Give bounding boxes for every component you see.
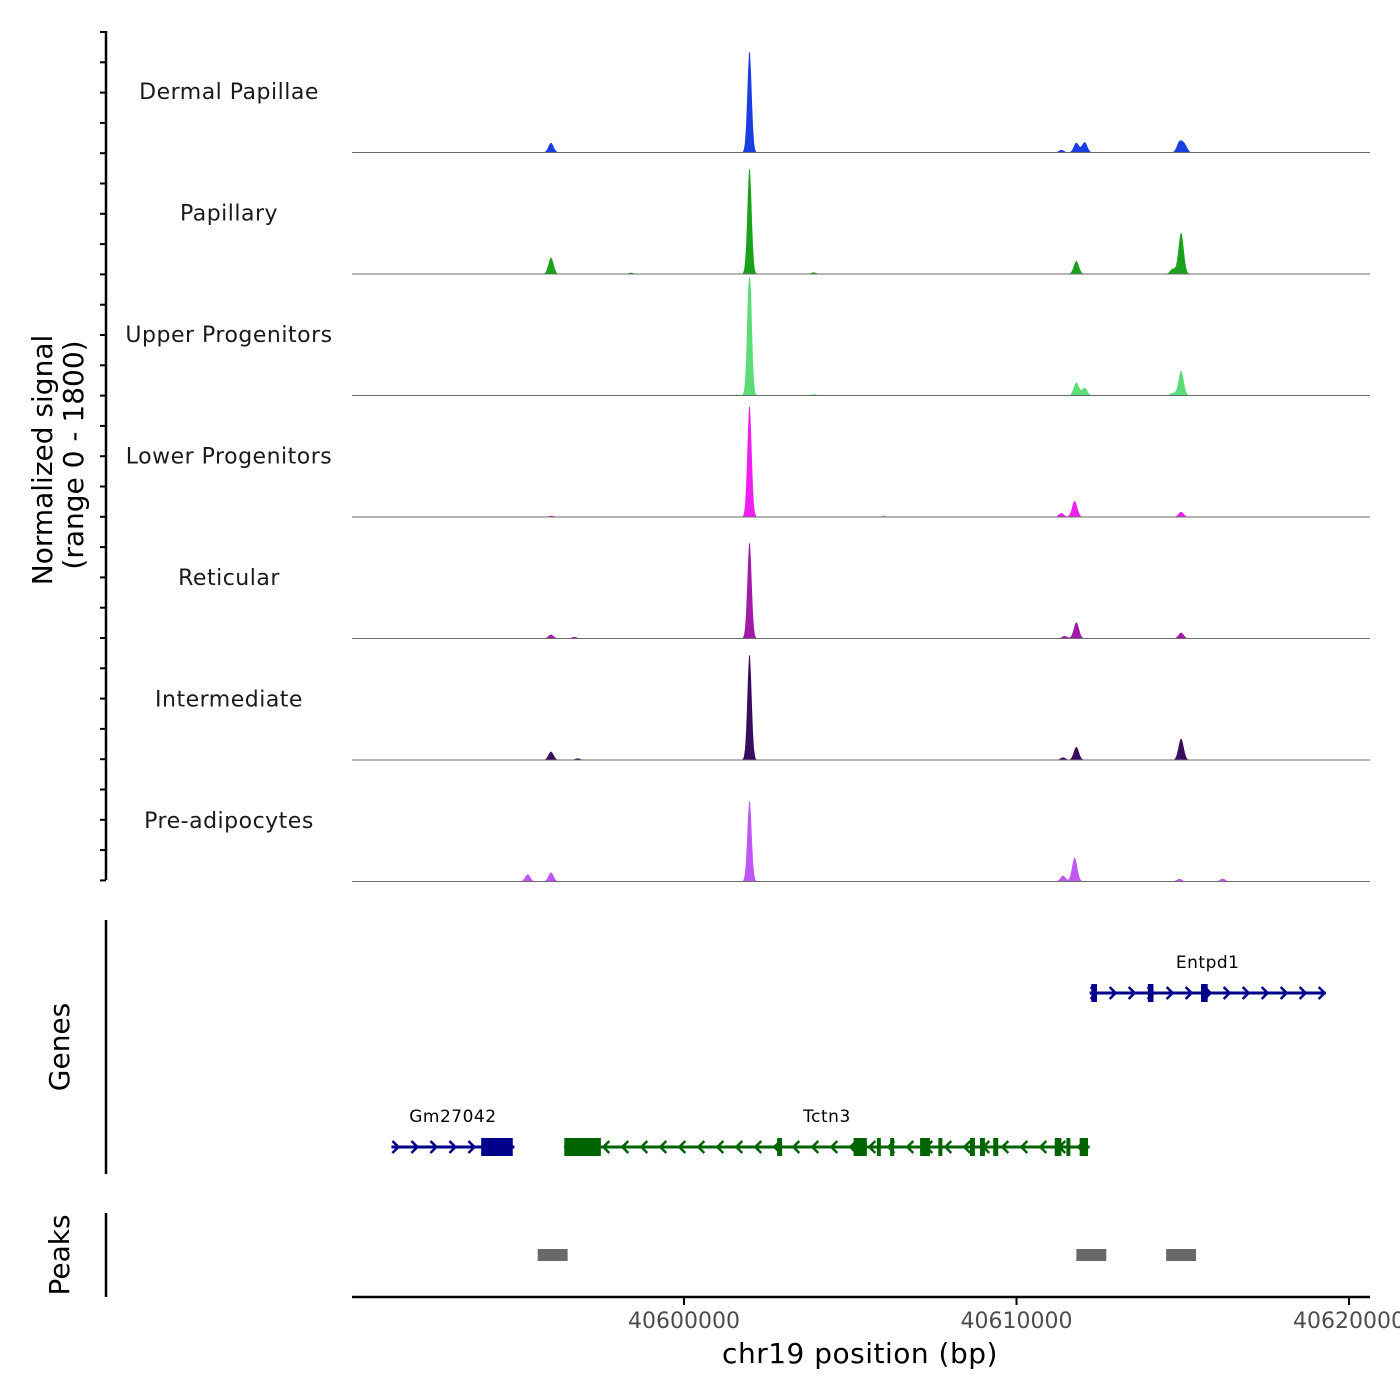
strand-arrow	[1298, 986, 1308, 1000]
strand-arrow	[810, 1140, 820, 1154]
strand-arrow	[1000, 1140, 1010, 1154]
gene-exon	[1091, 984, 1097, 1002]
strand-arrow	[1241, 986, 1251, 1000]
strand-arrow	[905, 1140, 915, 1154]
strand-arrow	[696, 1140, 706, 1154]
track-label: Intermediate	[155, 688, 303, 713]
x-ticks-layer: 40600000 40610000 40620000	[628, 1297, 1400, 1334]
track-upper-progenitors: Upper Progenitors	[125, 277, 1370, 396]
track-reticular: Reticular	[178, 543, 1370, 639]
strand-arrow	[962, 1140, 972, 1154]
strand-arrow	[829, 1140, 839, 1154]
gene-exon	[876, 1138, 881, 1156]
peak-region	[1166, 1249, 1197, 1261]
signal-area	[352, 406, 1370, 517]
peak-region	[537, 1249, 568, 1261]
strand-arrow	[1038, 1140, 1048, 1154]
signal-area	[352, 277, 1370, 396]
signal-area	[352, 801, 1370, 882]
track-pre-adipocytes: Pre-adipocytes	[144, 801, 1370, 882]
gene-exon	[481, 1138, 513, 1156]
strand-arrow	[1317, 986, 1327, 1000]
signal-area	[352, 655, 1370, 760]
strand-arrow	[410, 1140, 420, 1154]
track-intermediate: Intermediate	[155, 655, 1370, 761]
x-tick-label: 40600000	[628, 1309, 740, 1334]
gene-label: Gm27042	[409, 1107, 496, 1127]
strand-arrow	[1184, 986, 1194, 1000]
strand-arrow	[639, 1140, 649, 1154]
x-axis-label: chr19 position (bp)	[722, 1337, 998, 1370]
strand-arrow	[1108, 986, 1118, 1000]
gene-exon	[853, 1138, 867, 1156]
strand-arrow	[734, 1140, 744, 1154]
strand-arrow	[715, 1140, 725, 1154]
strand-arrow	[1165, 986, 1175, 1000]
strand-arrow	[1260, 986, 1270, 1000]
gene-exon	[1066, 1138, 1071, 1156]
genes-layer: Entpd1 Gm27042 Tctn3	[391, 953, 1327, 1156]
strand-arrow	[867, 1140, 877, 1154]
strand-arrow	[1127, 986, 1137, 1000]
gene-exon	[890, 1138, 895, 1156]
signal-area	[352, 52, 1370, 153]
strand-arrow	[391, 1140, 401, 1154]
gene-label: Tctn3	[802, 1107, 851, 1127]
x-tick-label: 40620000	[1293, 1309, 1400, 1334]
gene-exon	[969, 1138, 975, 1156]
strand-arrow	[1019, 1140, 1029, 1154]
track-label: Lower Progenitors	[126, 445, 332, 470]
track-label: Dermal Papillae	[139, 80, 319, 105]
track-lower-progenitors: Lower Progenitors	[126, 406, 1370, 518]
strand-arrow	[1279, 986, 1289, 1000]
track-label: Reticular	[178, 566, 280, 591]
genes-y-label: Genes	[43, 1003, 76, 1091]
peak-region	[1076, 1249, 1107, 1261]
strand-arrow	[943, 1140, 953, 1154]
strand-arrow	[677, 1140, 687, 1154]
signal-area	[352, 543, 1370, 639]
track-dermal-papillae: Dermal Papillae	[139, 52, 1370, 153]
strand-arrow	[601, 1140, 611, 1154]
peaks-layer	[537, 1249, 1197, 1261]
peaks-y-label: Peaks	[43, 1214, 76, 1295]
axes-layer: Normalized signal (range 0 - 1800) Genes…	[26, 31, 1370, 1370]
strand-arrow	[1222, 986, 1232, 1000]
signal-y-label-line2: (range 0 - 1800)	[57, 340, 90, 569]
signal-tracks-layer: Dermal Papillae Papillary Upper Progenitor…	[125, 52, 1370, 882]
gene-exon	[979, 1138, 985, 1156]
strand-arrow	[753, 1140, 763, 1154]
gene-label: Entpd1	[1176, 953, 1240, 973]
signal-y-label-line1: Normalized signal	[26, 335, 59, 586]
gene-exon	[1147, 984, 1154, 1002]
track-papillary: Papillary	[180, 169, 1370, 275]
gene-tctn3: Tctn3	[563, 1107, 1090, 1156]
gene-entpd1: Entpd1	[1089, 953, 1327, 1002]
strand-arrow	[791, 1140, 801, 1154]
track-label: Papillary	[180, 202, 278, 227]
strand-arrow	[658, 1140, 668, 1154]
gene-exon	[1079, 1138, 1088, 1156]
gene-exon	[564, 1138, 601, 1156]
track-label: Pre-adipocytes	[144, 809, 314, 834]
gene-gm27042: Gm27042	[391, 1107, 515, 1156]
strand-arrow	[429, 1140, 439, 1154]
strand-arrow	[620, 1140, 630, 1154]
gene-exon	[938, 1138, 943, 1156]
track-label: Upper Progenitors	[125, 323, 332, 348]
strand-arrow	[467, 1140, 477, 1154]
signal-area	[352, 169, 1370, 274]
gene-exon	[993, 1138, 999, 1156]
strand-arrow	[448, 1140, 458, 1154]
gene-exon	[1201, 984, 1208, 1002]
gene-exon	[920, 1138, 931, 1156]
x-tick-label: 40610000	[961, 1309, 1073, 1334]
gene-exon	[777, 1138, 783, 1156]
gene-exon	[1054, 1138, 1062, 1156]
